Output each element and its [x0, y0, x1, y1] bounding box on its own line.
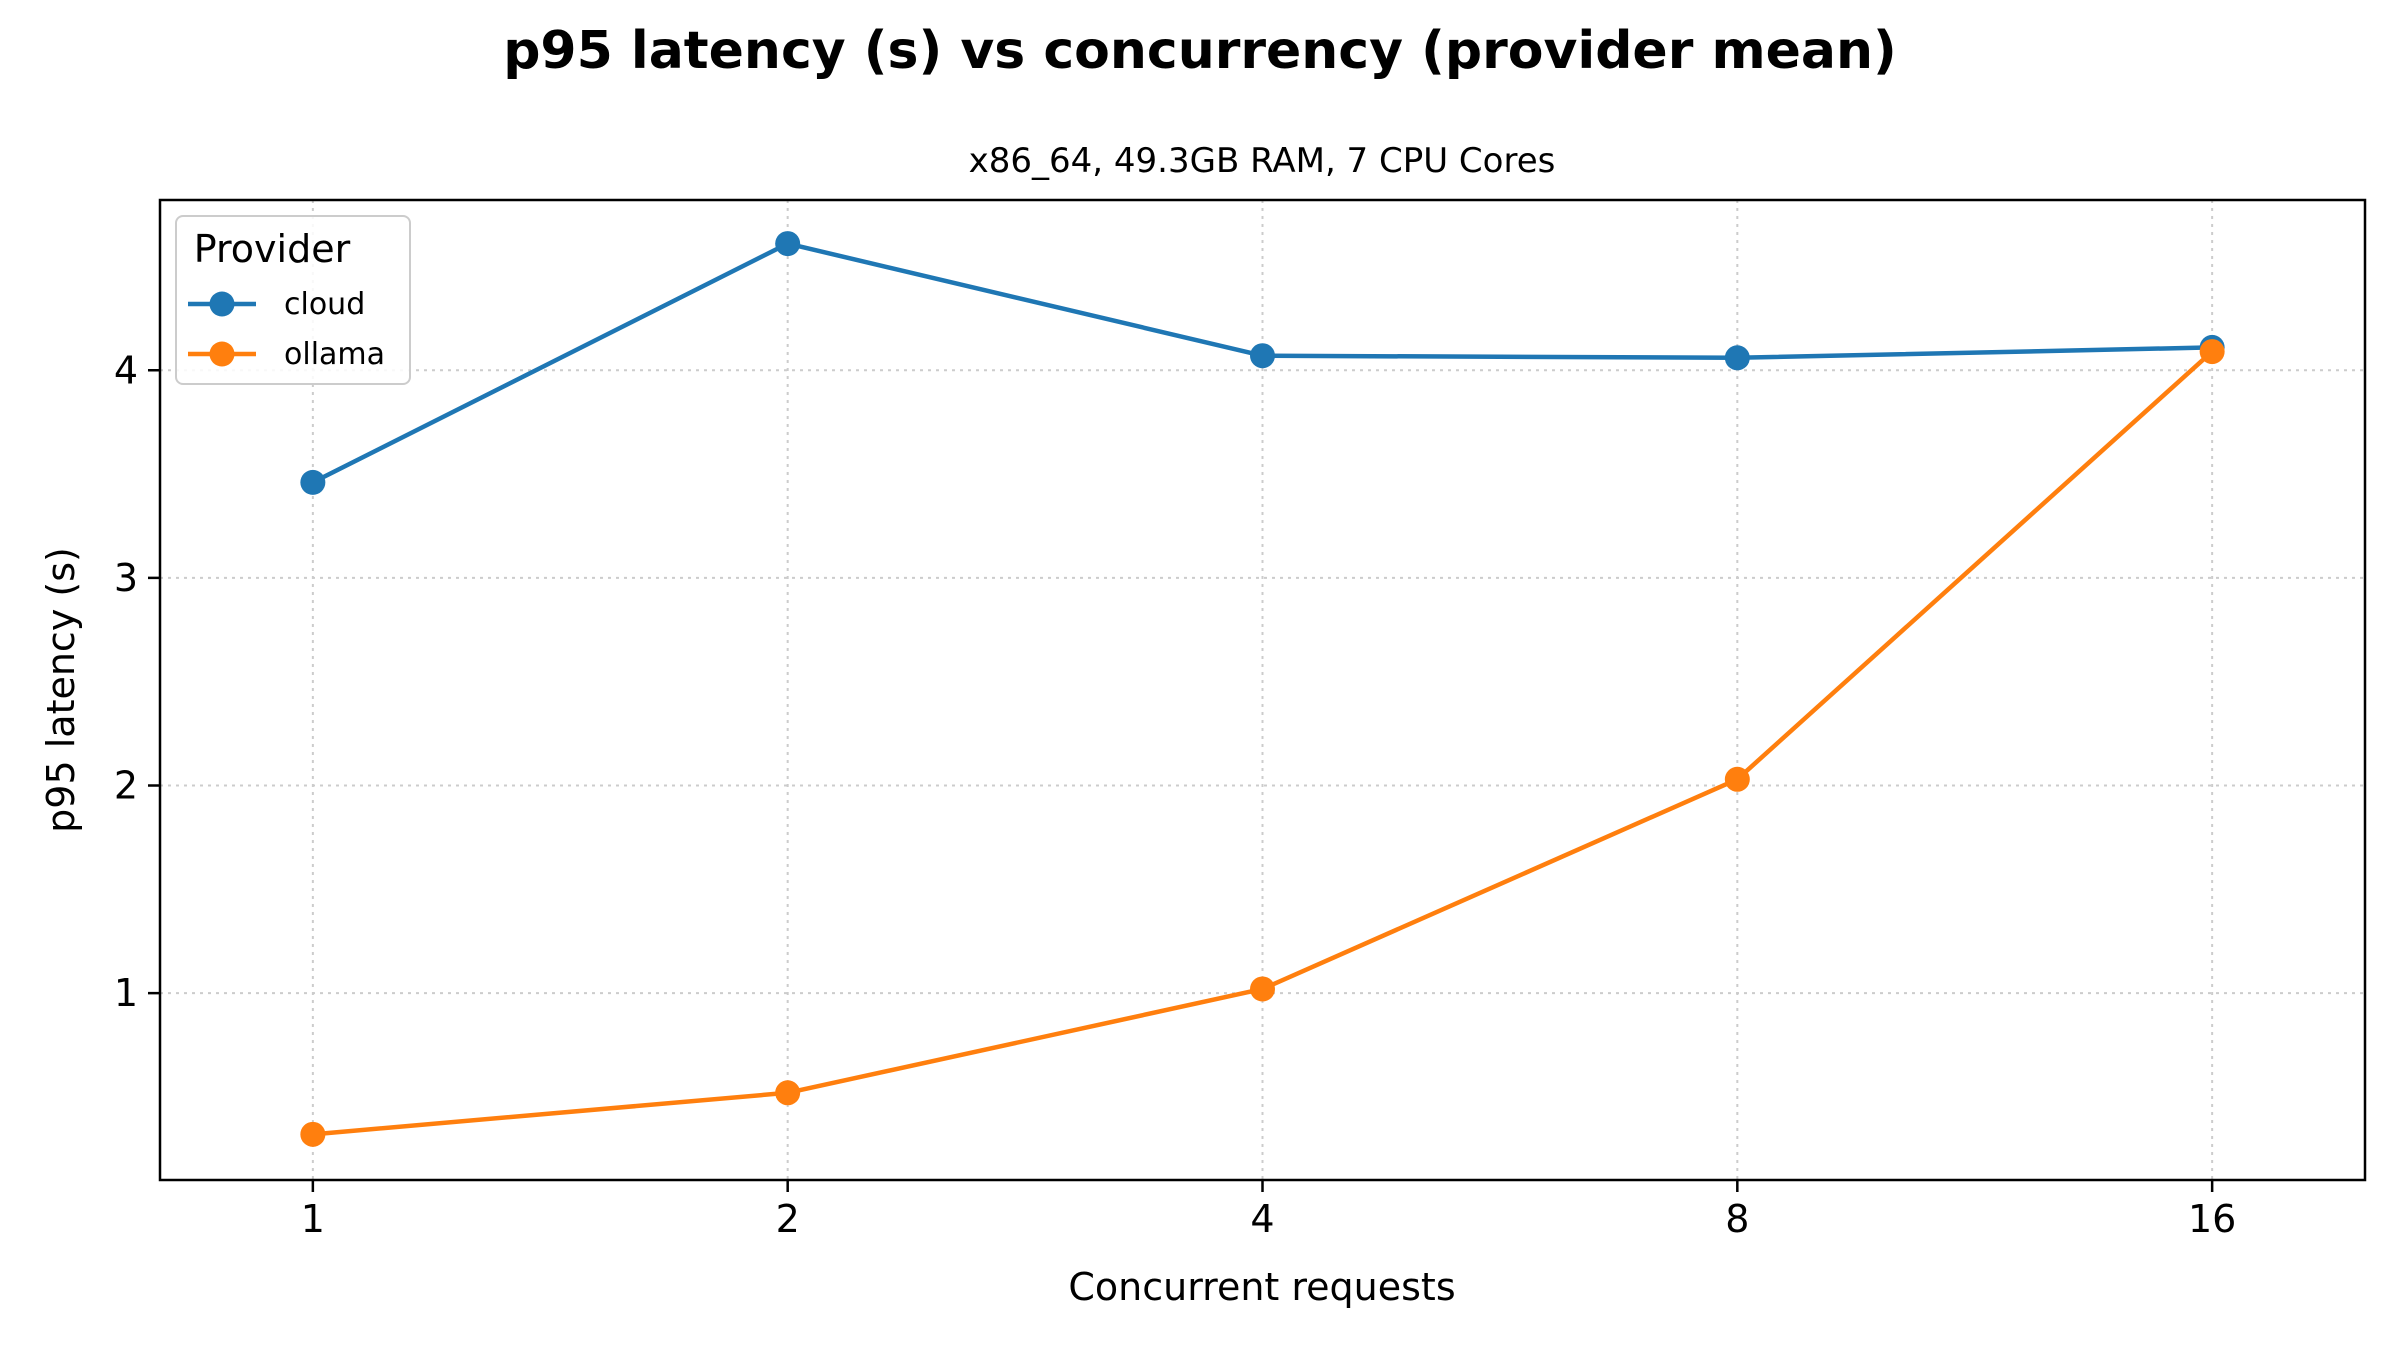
grid-lines [160, 200, 2365, 1180]
chart-title: p95 latency (s) vs concurrency (provider… [503, 21, 1897, 81]
legend-label-ollama: ollama [284, 337, 385, 372]
y-tick-label: 1 [114, 971, 138, 1015]
series-group [300, 231, 2225, 1147]
data-point-cloud [1250, 343, 1275, 369]
data-point-cloud [1724, 345, 1750, 371]
y-tick-label: 4 [114, 348, 138, 392]
data-point-ollama [300, 1121, 326, 1147]
x-tick-label: 16 [2188, 1197, 2236, 1241]
y-tick-label: 3 [114, 556, 138, 600]
data-point-ollama [1250, 976, 1275, 1002]
y-axis-label: p95 latency (s) [39, 547, 83, 833]
x-tick-label: 4 [1250, 1197, 1274, 1241]
chart-subtitle: x86_64, 49.3GB RAM, 7 CPU Cores [969, 141, 1556, 181]
legend-title: Provider [194, 227, 351, 271]
legend-marker-ollama [209, 341, 235, 367]
data-point-cloud [775, 231, 801, 257]
legend: Provider cloud ollama [175, 215, 411, 385]
legend-frame [175, 215, 411, 385]
data-point-cloud [300, 469, 326, 495]
x-tick-label: 1 [301, 1197, 325, 1241]
data-point-ollama [1724, 766, 1750, 792]
legend-label-cloud: cloud [284, 287, 365, 322]
data-point-ollama [775, 1080, 801, 1106]
legend-marker-cloud [209, 291, 235, 317]
x-tick-label: 8 [1725, 1197, 1749, 1241]
x-axis-label: Concurrent requests [1068, 1265, 1455, 1309]
data-point-ollama [2199, 339, 2225, 365]
x-tick-label: 2 [776, 1197, 800, 1241]
axis-ticks: 1 2 4 8 16 1 2 3 4 [114, 348, 2237, 1241]
y-tick-label: 2 [114, 764, 138, 808]
